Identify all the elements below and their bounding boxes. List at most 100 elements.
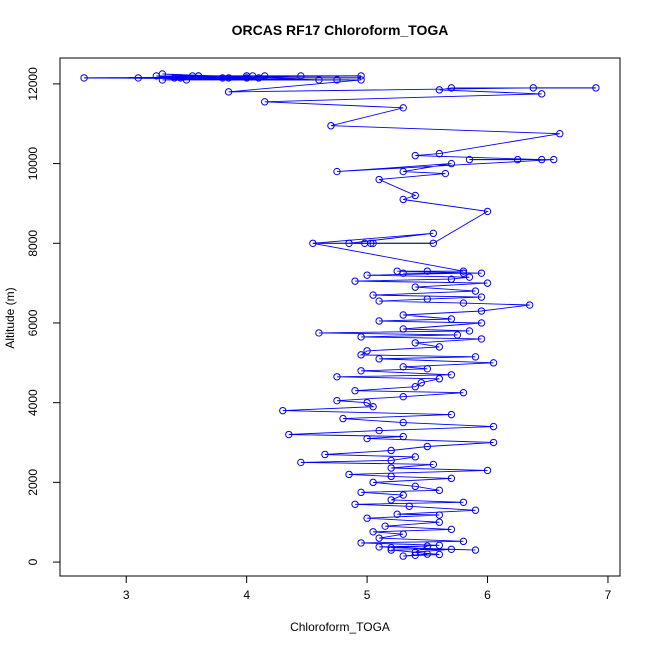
data-point — [411, 191, 419, 200]
data-point — [80, 74, 88, 82]
data-point — [363, 434, 371, 443]
data-point — [369, 291, 377, 299]
data-point — [477, 307, 486, 315]
x-tick-label: 7 — [605, 588, 612, 602]
data-point — [411, 151, 419, 160]
data-point — [489, 422, 498, 431]
data-point — [399, 392, 407, 401]
data-point — [525, 301, 534, 309]
data-point — [399, 325, 407, 333]
data-point — [357, 72, 365, 80]
data-point — [423, 550, 432, 558]
data-point — [435, 375, 444, 383]
data-point — [363, 514, 371, 522]
data-point — [477, 335, 486, 343]
data-point — [315, 76, 323, 84]
data-point — [423, 295, 432, 303]
data-point — [399, 311, 407, 319]
data-point — [242, 74, 251, 82]
data-point — [152, 72, 161, 80]
data-point — [399, 552, 407, 560]
data-point — [459, 498, 468, 506]
data-point — [411, 453, 419, 461]
data-point — [357, 333, 365, 341]
data-point — [483, 207, 492, 216]
data-point — [134, 74, 142, 82]
data-point — [538, 90, 546, 98]
x-tick-label: 6 — [484, 588, 491, 602]
data-point — [411, 283, 419, 291]
data-point — [399, 104, 407, 112]
x-tick-label: 3 — [123, 588, 130, 602]
data-point — [411, 339, 419, 347]
data-point — [194, 72, 203, 80]
data-point — [381, 522, 389, 530]
data-point — [435, 550, 444, 559]
data-point — [471, 353, 480, 361]
data-point — [435, 486, 444, 495]
data-point — [375, 543, 383, 551]
data-point — [435, 86, 444, 94]
chart-title: ORCAS RF17 Chloroform_TOGA — [232, 22, 449, 38]
data-point — [465, 327, 474, 335]
data-point — [423, 542, 432, 550]
data-point — [399, 363, 407, 371]
data-point — [345, 470, 353, 479]
data-point — [435, 343, 444, 351]
data-point — [441, 169, 450, 178]
data-point — [423, 365, 432, 373]
data-point — [351, 387, 359, 395]
data-point — [357, 351, 365, 359]
data-point — [387, 546, 395, 554]
data-point — [339, 414, 347, 423]
data-point — [447, 410, 456, 419]
data-point — [592, 84, 600, 92]
data-point — [375, 175, 383, 184]
data-point — [387, 464, 395, 472]
data-point — [471, 546, 480, 554]
data-point — [363, 271, 371, 279]
y-tick-label: 2000 — [26, 469, 40, 496]
data-point — [429, 239, 438, 247]
data-point — [489, 438, 498, 447]
data-point — [411, 383, 419, 391]
data-point — [351, 277, 359, 285]
data-point — [411, 548, 419, 556]
y-axis-label: Altitude (m) — [3, 287, 17, 348]
data-point — [447, 315, 456, 323]
data-point — [369, 528, 377, 536]
data-point — [375, 317, 383, 325]
data-point — [483, 279, 492, 287]
data-point — [357, 539, 365, 547]
data-point — [315, 329, 323, 337]
data-point — [529, 84, 537, 92]
data-point — [483, 466, 492, 475]
data-point — [399, 418, 407, 427]
data-point — [447, 371, 456, 379]
data-point — [357, 76, 365, 84]
data-point — [465, 273, 474, 281]
data-point — [459, 389, 468, 397]
data-point — [435, 541, 444, 550]
data-point — [387, 472, 395, 481]
data-point — [471, 287, 480, 295]
data-point — [399, 195, 407, 204]
data-point — [345, 239, 353, 247]
data-point — [387, 456, 395, 465]
y-tick-label: 4000 — [26, 389, 40, 416]
data-point — [375, 297, 383, 305]
data-point — [465, 155, 474, 164]
data-point — [477, 269, 486, 277]
data-point — [538, 155, 546, 164]
y-tick-label: 0 — [26, 558, 40, 565]
series-line — [84, 73, 596, 557]
data-point — [333, 396, 341, 405]
data-point — [399, 432, 407, 441]
data-point — [447, 84, 456, 92]
data-point — [375, 534, 383, 542]
y-axis: 0 2000 4000 6000 8000 10000 12000 — [26, 67, 61, 565]
data-point — [333, 167, 341, 176]
data-point — [556, 130, 564, 138]
data-point — [242, 72, 251, 80]
